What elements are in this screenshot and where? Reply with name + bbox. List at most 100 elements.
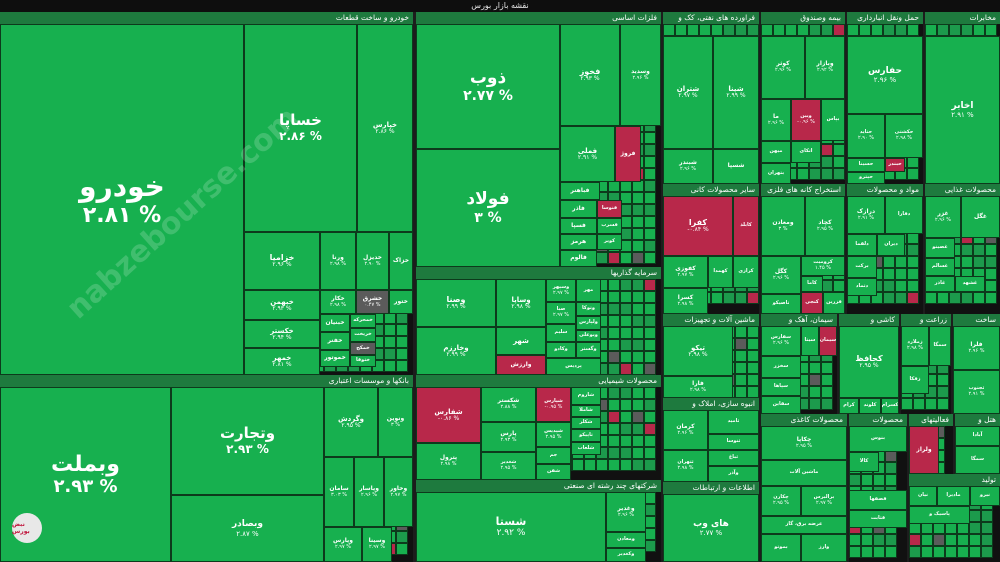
small-stock-tile[interactable] <box>632 447 644 459</box>
stock-cell[interactable]: کسرام <box>881 398 899 414</box>
stock-cell[interactable]: سامان ۳.۰۳ % <box>324 457 354 527</box>
small-stock-tile[interactable] <box>809 374 821 386</box>
small-stock-tile[interactable] <box>907 280 919 292</box>
small-stock-tile[interactable] <box>873 534 885 546</box>
stock-cell[interactable]: وخاور ۲.۹۷ % <box>384 457 413 527</box>
stock-cell[interactable]: کرازی <box>733 256 759 288</box>
stock-cell[interactable]: زفکا <box>901 366 929 394</box>
small-stock-tile[interactable] <box>396 531 408 543</box>
stock-cell[interactable]: شاملا <box>571 405 601 417</box>
small-stock-tile[interactable] <box>961 24 973 36</box>
stock-cell[interactable]: ثباغ <box>708 450 759 466</box>
small-stock-tile[interactable] <box>644 459 656 471</box>
stock-cell[interactable]: غصينو <box>925 238 955 258</box>
small-stock-tile[interactable] <box>957 546 969 558</box>
small-stock-tile[interactable] <box>396 336 408 348</box>
stock-cell[interactable]: شکستر ۲.۸۸ % <box>481 387 536 422</box>
stock-cell[interactable]: اتکای <box>791 141 821 163</box>
stock-cell[interactable]: میهن <box>761 141 791 163</box>
stock-cell[interactable]: شفارس -۰.۸۶ % <box>416 387 481 443</box>
small-stock-tile[interactable] <box>913 398 925 410</box>
small-stock-tile[interactable] <box>895 292 907 304</box>
small-stock-tile[interactable] <box>821 362 833 374</box>
small-stock-tile[interactable] <box>644 447 656 459</box>
small-stock-tile[interactable] <box>925 398 937 410</box>
stock-cell[interactable]: ديران <box>877 234 905 256</box>
stock-cell[interactable]: شهر <box>496 327 546 355</box>
small-stock-tile[interactable] <box>747 386 759 398</box>
stock-cell[interactable]: ما ۲.۹۶ % <box>761 99 791 141</box>
small-stock-tile[interactable] <box>632 399 644 411</box>
small-stock-tile[interactable] <box>735 350 747 362</box>
stock-cell[interactable]: خفنر <box>320 332 350 350</box>
small-stock-tile[interactable] <box>632 327 644 339</box>
small-stock-tile[interactable] <box>620 279 632 291</box>
stock-cell[interactable]: کچاد ۲.۹۵ % <box>805 196 845 256</box>
stock-cell[interactable]: ختور <box>389 290 413 314</box>
stock-cell[interactable]: سخزر <box>761 356 801 378</box>
small-stock-tile[interactable] <box>608 252 620 264</box>
small-stock-tile[interactable] <box>907 244 919 256</box>
stock-cell[interactable]: حفارس ۲.۹۶ % <box>847 36 923 114</box>
small-stock-tile[interactable] <box>901 398 913 410</box>
stock-cell[interactable]: شبندر ۲.۹۶ % <box>663 149 713 184</box>
stock-cell[interactable]: فباهنر <box>560 182 600 200</box>
small-stock-tile[interactable] <box>632 204 644 216</box>
stock-cell[interactable]: چکارن ۲.۹۵ % <box>761 486 801 516</box>
stock-cell[interactable]: کرمان ۲.۹۶ % <box>663 410 708 450</box>
stock-cell[interactable]: قثابت <box>849 510 907 528</box>
stock-cell[interactable]: کلوند <box>859 398 881 414</box>
stock-cell[interactable]: زملارد ۲.۹۸ % <box>901 326 929 366</box>
small-stock-tile[interactable] <box>384 348 396 360</box>
stock-cell[interactable]: پردیس <box>546 358 601 375</box>
small-stock-tile[interactable] <box>833 156 845 168</box>
small-stock-tile[interactable] <box>973 244 985 256</box>
stock-cell[interactable]: ومعادن ۳ % <box>761 196 805 256</box>
stock-cell[interactable]: شکلر <box>571 417 601 429</box>
small-stock-tile[interactable] <box>973 256 985 268</box>
small-stock-tile[interactable] <box>644 411 656 423</box>
stock-cell[interactable]: سفارس ۲.۹۶ % <box>761 326 801 356</box>
stock-cell[interactable]: سمگا <box>929 326 951 366</box>
small-stock-tile[interactable] <box>747 338 759 350</box>
small-stock-tile[interactable] <box>632 228 644 240</box>
small-stock-tile[interactable] <box>644 156 656 168</box>
small-stock-tile[interactable] <box>620 435 632 447</box>
stock-cell[interactable]: فلرا ۲.۹۶ % <box>953 326 1000 370</box>
small-stock-tile[interactable] <box>608 327 620 339</box>
small-stock-tile[interactable] <box>885 546 897 558</box>
small-stock-tile[interactable] <box>584 459 596 471</box>
small-stock-tile[interactable] <box>711 292 723 304</box>
stock-cell[interactable]: بنوس <box>849 426 907 452</box>
stock-cell[interactable]: سمگا <box>955 446 1000 474</box>
small-stock-tile[interactable] <box>933 546 945 558</box>
small-stock-tile[interactable] <box>809 24 821 36</box>
small-stock-tile[interactable] <box>644 144 656 156</box>
stock-cell[interactable]: خمکح <box>350 342 376 355</box>
small-stock-tile[interactable] <box>644 363 656 375</box>
stock-cell[interactable]: پارس ۲.۹۳ % <box>481 422 536 452</box>
small-stock-tile[interactable] <box>735 338 747 350</box>
stock-cell[interactable]: وارزش <box>496 355 546 375</box>
small-stock-tile[interactable] <box>985 244 997 256</box>
small-stock-tile[interactable] <box>981 546 993 558</box>
small-stock-tile[interactable] <box>909 534 921 546</box>
small-stock-tile[interactable] <box>608 387 620 399</box>
small-stock-tile[interactable] <box>849 534 861 546</box>
stock-cell[interactable]: فالوم <box>560 250 597 267</box>
small-stock-tile[interactable] <box>821 168 833 180</box>
small-stock-tile[interactable] <box>883 256 895 268</box>
stock-cell[interactable]: وبوعلی <box>576 330 601 342</box>
stock-cell[interactable]: غشهد <box>955 276 985 292</box>
small-stock-tile[interactable] <box>644 180 656 192</box>
small-stock-tile[interactable] <box>809 168 821 180</box>
small-stock-tile[interactable] <box>735 362 747 374</box>
small-stock-tile[interactable] <box>687 24 699 36</box>
stock-cell[interactable]: فملی ۲.۹۱ % <box>560 126 615 182</box>
stock-cell[interactable]: کهمدا <box>708 256 733 288</box>
small-stock-tile[interactable] <box>735 24 747 36</box>
small-stock-tile[interactable] <box>821 144 833 156</box>
stock-cell[interactable]: ثامید <box>708 410 759 434</box>
stock-cell[interactable]: ومعادن <box>606 532 646 548</box>
stock-cell[interactable]: جم <box>536 447 571 464</box>
